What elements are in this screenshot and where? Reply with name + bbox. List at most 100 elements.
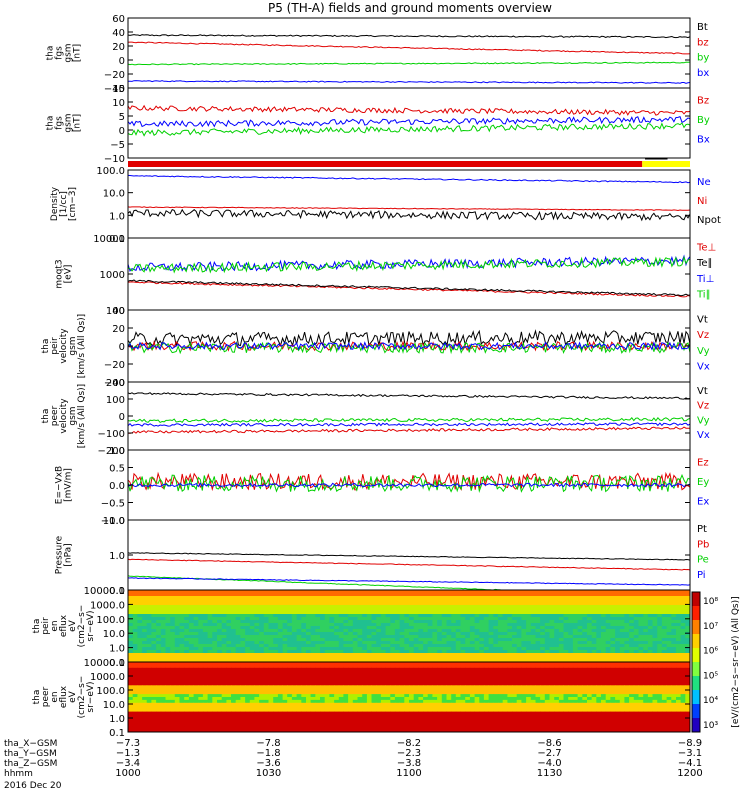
heatmap-cell [311,638,316,641]
heatmap-cell [400,688,405,691]
heatmap-cell [259,697,264,700]
ylabel-line: sr−eV) [86,610,96,641]
heatmap-cell [339,593,344,596]
heatmap-cell [339,677,344,680]
heatmap-cell [147,706,152,709]
heatmap-cell [456,653,461,656]
heatmap-cell [217,680,222,683]
heatmap-cell [470,706,475,709]
heatmap-cell [269,602,274,605]
heatmap-cell [240,700,245,703]
heatmap-cell [465,638,470,641]
heatmap-cell [437,691,442,694]
heatmap-cell [587,674,592,677]
heatmap-cell [559,605,564,608]
heatmap-cell [564,635,569,638]
heatmap-cell [536,596,541,599]
heatmap-cell [208,593,213,596]
heatmap-cell [662,647,667,650]
heatmap-cell [507,668,512,671]
heatmap-cell [639,665,644,668]
heatmap-cell [166,694,171,697]
heatmap-cell [320,668,325,671]
heatmap-cell [334,623,339,626]
heatmap-cell [517,593,522,596]
heatmap-cell [315,638,320,641]
heatmap-cell [151,596,156,599]
heatmap-cell [643,697,648,700]
heatmap-cell [184,691,189,694]
heatmap-cell [292,680,297,683]
heatmap-cell [648,626,653,629]
heatmap-cell [166,638,171,641]
heatmap-cell [409,638,414,641]
heatmap-cell [653,626,658,629]
heatmap-cell [245,680,250,683]
heatmap-cell [582,599,587,602]
legend-Te∥: Te∥ [696,258,713,269]
heatmap-cell [507,620,512,623]
heatmap-cell [128,626,133,629]
heatmap-cell [414,632,419,635]
heatmap-cell [615,614,620,617]
heatmap-cell [634,635,639,638]
heatmap-cell [245,602,250,605]
heatmap-cell [503,647,508,650]
heatmap-cell [156,680,161,683]
heatmap-cell [236,680,241,683]
heatmap-cell [550,608,555,611]
heatmap-cell [667,653,672,656]
heatmap-cell [254,605,259,608]
heatmap-cell [521,650,526,653]
heatmap-cell [245,653,250,656]
heatmap-cell [442,653,447,656]
heatmap-cell [137,593,142,596]
heatmap-cell [676,697,681,700]
heatmap-cell [610,590,615,593]
heatmap-cell [250,706,255,709]
heatmap-cell [615,647,620,650]
heatmap-cell [667,596,672,599]
heatmap-cell [353,605,358,608]
heatmap-cell [367,671,372,674]
heatmap-cell [442,614,447,617]
heatmap-cell [461,674,466,677]
heatmap-cell [133,647,138,650]
heatmap-cell [147,596,152,599]
heatmap-cell [559,680,564,683]
heatmap-cell [610,677,615,680]
heatmap-cell [287,641,292,644]
heatmap-cell [353,635,358,638]
heatmap-cell [301,650,306,653]
ytick-label: 5 [119,112,125,123]
heatmap-cell [222,650,227,653]
heatmap-cell [423,635,428,638]
heatmap-cell [601,671,606,674]
heatmap-cell [170,611,175,614]
heatmap-cell [634,611,639,614]
heatmap-cell [479,635,484,638]
heatmap-cell [507,650,512,653]
heatmap-cell [554,700,559,703]
heatmap-cell [390,671,395,674]
heatmap-cell [156,614,161,617]
heatmap-cell [175,608,180,611]
heatmap-cell [437,608,442,611]
heatmap-cell [198,626,203,629]
heatmap-cell [343,620,348,623]
heatmap-cell [582,644,587,647]
heatmap-cell [250,700,255,703]
heatmap-cell [681,611,686,614]
heatmap-cell [498,677,503,680]
heatmap-cell [507,694,512,697]
heatmap-cell [484,665,489,668]
heatmap-cell [409,656,414,659]
heatmap-cell [390,688,395,691]
heatmap-cell [254,602,259,605]
heatmap-cell [273,677,278,680]
heatmap-cell [306,635,311,638]
heatmap-cell [620,688,625,691]
heatmap-cell [657,590,662,593]
heatmap-cell [447,706,452,709]
heatmap-cell [456,691,461,694]
